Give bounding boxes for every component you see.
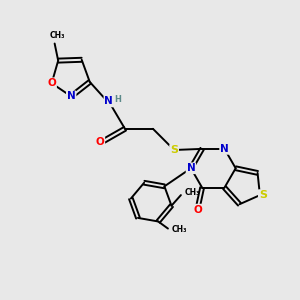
Text: CH₃: CH₃: [171, 225, 187, 234]
Text: N: N: [104, 96, 113, 106]
Text: S: S: [170, 145, 178, 155]
Text: H: H: [114, 94, 121, 103]
Text: N: N: [187, 163, 195, 173]
Text: CH₃: CH₃: [50, 31, 65, 40]
Text: S: S: [259, 190, 267, 200]
Text: CH₃: CH₃: [184, 188, 200, 197]
Text: N: N: [67, 92, 76, 101]
Text: N: N: [220, 144, 229, 154]
Text: O: O: [96, 137, 104, 147]
Text: O: O: [194, 205, 203, 214]
Text: O: O: [47, 78, 56, 88]
